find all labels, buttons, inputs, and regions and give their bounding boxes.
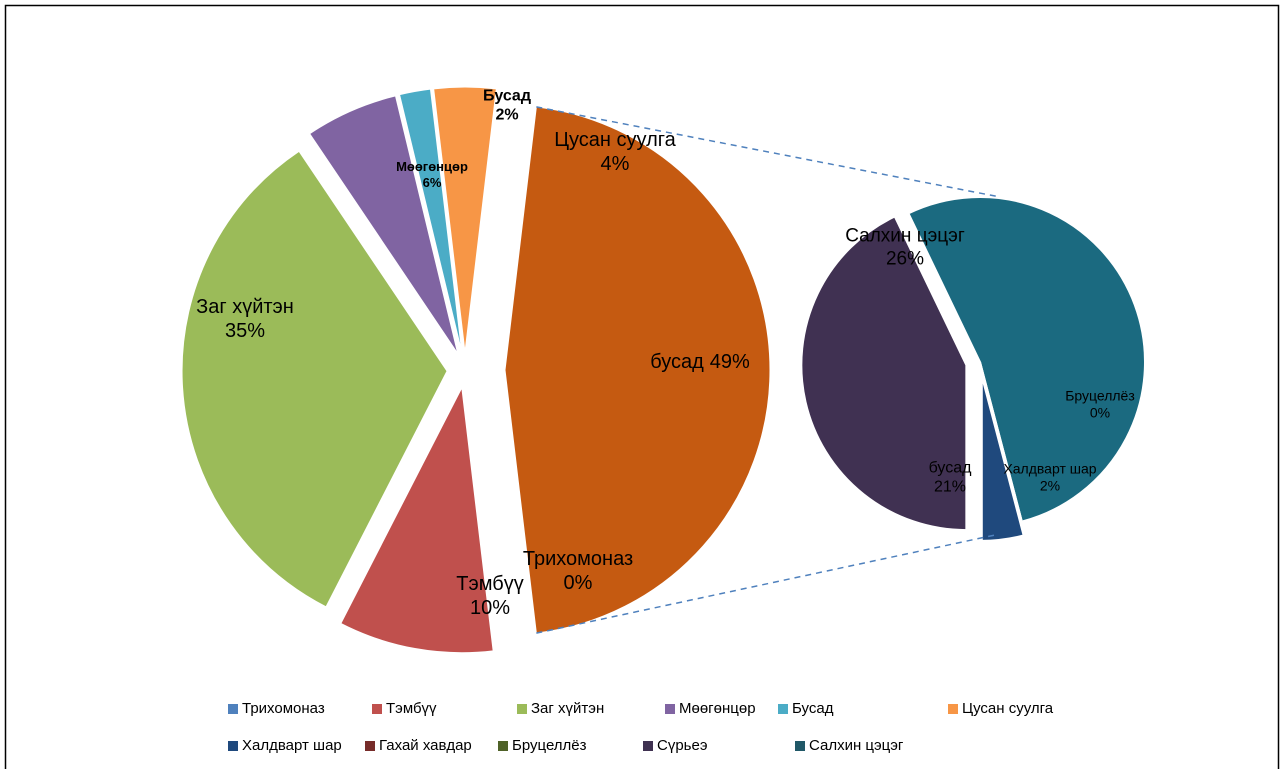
data-label-name: Салхин цэцэг [845,226,965,247]
pie-slice [504,106,771,634]
legend-swatch [517,704,527,714]
data-label-value: 2% [1040,477,1060,493]
legend-label: Цусан суулга [962,700,1054,717]
data-label-value: 0% [564,572,593,594]
legend-label: Бруцеллёз [512,737,587,754]
legend-label: Заг хүйтэн [531,700,604,717]
data-label: Бусад 2% [483,88,531,124]
chart-frame [4,4,1280,769]
data-label-value: 26% [886,248,924,269]
legend-swatch [795,741,805,751]
legend-label: Сүрьеэ [657,737,708,754]
data-label: Трихомоназ 0% [523,548,633,594]
pie-slice [433,86,497,353]
data-label-name: Цусан суулга [554,129,676,151]
legend-swatch [498,741,508,751]
data-label-name: Заг хүйтэн [196,296,294,318]
data-label-value: 2% [495,107,518,124]
data-label: бусад 49% [650,351,750,373]
data-label: Бруцеллёз 0% [1065,387,1135,420]
data-label-value: 4% [601,153,630,175]
data-label-name: Трихомоназ [523,548,633,570]
legend-swatch [665,704,675,714]
pie-slice [907,195,1146,523]
legend-label: Гахай хавдар [379,737,472,754]
pie-slice [340,386,494,654]
data-label-value: 35% [225,320,265,342]
data-label-name: бусад [929,460,973,477]
connector-line [536,534,996,634]
data-label: Салхин цэцэг 26% [845,226,965,270]
data-label: Заг хүйтэн 35% [196,296,294,342]
legend-label: Мөөгөнцөр [679,700,756,717]
legend-swatch [643,741,653,751]
pie-slice [398,88,463,353]
legend-swatch [778,704,788,714]
legend-label: Трихомоназ [242,700,325,717]
data-label-value: 6% [423,175,442,190]
data-label: Цусан суулга 4% [554,129,676,175]
data-label-name: Бусад [483,88,531,105]
legend-swatch [228,704,238,714]
connector-line [536,106,1001,198]
data-label-value: 49% [710,351,750,373]
data-label-value: 21% [934,479,966,496]
data-label-name: бусад [650,351,704,373]
pie-slice [309,95,459,354]
data-label-name: Мөөгөнцөр [396,160,468,175]
legend-label: Тэмбүү [386,700,437,717]
legend-swatch [365,741,375,751]
data-label-value: 0% [1090,404,1110,420]
data-label: Халдварт шар 2% [1003,460,1096,493]
legend-label: Салхин цэцэг [809,737,904,754]
legend-swatch [948,704,958,714]
data-label: бусад 21% [929,460,973,496]
data-label: Тэмбүү 10% [456,573,523,619]
pie-slice [980,375,1025,542]
pie-slice [979,361,1023,522]
data-label: Мөөгөнцөр 6% [396,160,468,191]
legend-label: Бусад [792,700,834,717]
data-label-value: 10% [470,597,510,619]
legend-label: Халдварт шар [242,737,342,754]
legend-swatch [372,704,382,714]
pie-slice [181,150,448,608]
data-label-name: Халдварт шар [1003,460,1096,476]
pie-slice [800,215,968,532]
data-label-name: Бруцеллёз [1065,387,1135,403]
data-label-name: Тэмбүү [456,573,523,595]
legend-swatch [228,741,238,751]
